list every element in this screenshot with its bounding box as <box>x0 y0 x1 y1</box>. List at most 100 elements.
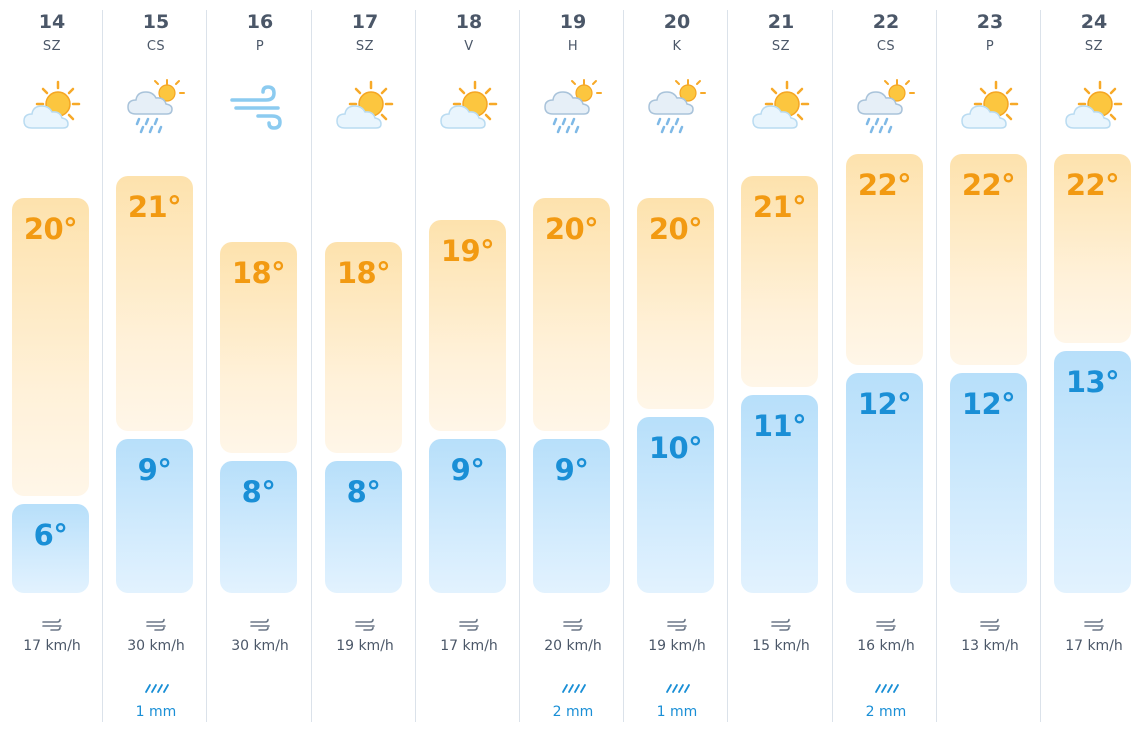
rain-showers-icon <box>645 76 709 136</box>
day-of-week: SZ <box>42 39 62 54</box>
day-date: 20 <box>663 11 691 33</box>
low-temp-bar: 9° <box>116 438 193 593</box>
wind-speed: 19 km/h <box>648 638 706 654</box>
wind-icon <box>666 618 688 632</box>
low-temp: 13° <box>1065 365 1120 400</box>
forecast-day-15[interactable]: 15 CS 21° 9° 30 km/h 1 mm <box>104 0 208 734</box>
high-temp-bar: 21° <box>741 175 818 387</box>
high-temp-bar: 18° <box>220 241 297 453</box>
low-temp-bar: 11° <box>741 394 818 593</box>
rain-showers-icon <box>541 76 605 136</box>
low-temp: 9° <box>450 452 485 487</box>
partly-cloudy-icon <box>437 76 501 136</box>
low-temp: 9° <box>137 452 172 487</box>
high-temp: 22° <box>857 168 912 202</box>
precipitation: 1 mm <box>656 704 698 720</box>
low-temp: 6° <box>33 518 68 553</box>
wind-icon <box>770 618 792 632</box>
partly-cloudy-icon <box>958 76 1022 136</box>
high-temp-bar: 19° <box>429 219 506 431</box>
forecast-day-20[interactable]: 20 K 20° 10° 19 km/h 1 mm <box>625 0 729 734</box>
low-temp: 10° <box>648 430 703 465</box>
forecast-day-18[interactable]: 18 V 19° 9° 17 km/h <box>417 0 521 734</box>
column-divider <box>936 10 937 722</box>
wind-speed: 17 km/h <box>23 638 81 654</box>
wind-speed: 17 km/h <box>440 638 498 654</box>
forecast-day-22[interactable]: 22 CS 22° 12° 16 km/h 2 mm <box>834 0 938 734</box>
high-temp: 21° <box>752 189 807 224</box>
partly-cloudy-icon <box>1062 76 1126 136</box>
day-of-week: SZ <box>771 39 791 54</box>
high-temp-bar: 22° <box>950 154 1027 365</box>
high-temp-bar: 18° <box>325 241 402 453</box>
high-temp-bar: 20° <box>533 197 610 431</box>
day-date: 16 <box>246 11 274 33</box>
partly-cloudy-icon <box>20 76 84 136</box>
wind-icon <box>354 618 376 632</box>
precipitation: 1 mm <box>135 704 177 720</box>
wind-speed: 30 km/h <box>231 638 289 654</box>
forecast-day-24[interactable]: 24 SZ 22° 13° 17 km/h <box>1042 0 1144 734</box>
day-date: 14 <box>38 11 66 33</box>
forecast-day-14[interactable]: 14 SZ 20° 6° 17 km/h <box>0 0 104 734</box>
day-date: 21 <box>767 11 795 33</box>
low-temp-bar: 13° <box>1054 351 1131 593</box>
partly-cloudy-icon <box>333 76 397 136</box>
high-temp: 21° <box>127 189 182 224</box>
high-temp: 18° <box>231 255 286 290</box>
rain-icon <box>143 682 169 694</box>
rain-showers-icon <box>854 76 918 136</box>
forecast-day-23[interactable]: 23 P 22° 12° 13 km/h <box>938 0 1042 734</box>
wind-speed: 16 km/h <box>857 638 915 654</box>
forecast-day-17[interactable]: 17 SZ 18° 8° 19 km/h <box>313 0 417 734</box>
partly-cloudy-icon <box>749 76 813 136</box>
wind-icon <box>979 618 1001 632</box>
low-temp-bar: 10° <box>637 416 714 593</box>
low-temp-bar: 9° <box>533 438 610 593</box>
forecast-day-19[interactable]: 19 H 20° 9° 20 km/h 2 mm <box>521 0 625 734</box>
forecast-day-21[interactable]: 21 SZ 21° 11° 15 km/h <box>729 0 833 734</box>
low-temp-bar: 9° <box>429 438 506 593</box>
day-date: 23 <box>976 11 1004 33</box>
day-of-week: CS <box>876 39 896 54</box>
high-temp-bar: 21° <box>116 175 193 431</box>
day-of-week: SZ <box>1084 39 1104 54</box>
forecast-day-16[interactable]: 16 P 18° 8° 30 km/h <box>208 0 312 734</box>
column-divider <box>102 10 103 722</box>
column-divider <box>832 10 833 722</box>
wind-icon <box>875 618 897 632</box>
day-of-week: P <box>985 39 995 54</box>
wind-icon <box>41 618 63 632</box>
low-temp-bar: 6° <box>12 504 89 593</box>
wind-speed: 13 km/h <box>961 638 1019 654</box>
high-temp: 22° <box>961 168 1016 202</box>
rain-icon <box>560 682 586 694</box>
precipitation: 2 mm <box>865 704 907 720</box>
low-temp: 11° <box>752 408 807 443</box>
high-temp: 20° <box>544 211 599 246</box>
high-temp-bar: 20° <box>12 197 89 497</box>
low-temp: 12° <box>857 387 912 421</box>
rain-showers-icon <box>124 76 188 136</box>
column-divider <box>727 10 728 722</box>
column-divider <box>415 10 416 722</box>
day-of-week: P <box>255 39 265 54</box>
rain-icon <box>664 682 690 694</box>
day-of-week: H <box>567 39 579 54</box>
column-divider <box>1040 10 1041 722</box>
high-temp: 22° <box>1065 168 1120 202</box>
low-temp: 9° <box>554 452 589 487</box>
high-temp: 18° <box>336 255 391 290</box>
high-temp-bar: 20° <box>637 197 714 409</box>
high-temp-bar: 22° <box>1054 154 1131 344</box>
day-of-week: V <box>464 39 474 54</box>
day-of-week: SZ <box>355 39 375 54</box>
wind-icon <box>1083 618 1105 632</box>
day-of-week: K <box>672 39 682 54</box>
high-temp: 20° <box>23 211 78 246</box>
high-temp: 19° <box>440 233 495 268</box>
low-temp-bar: 12° <box>950 373 1027 593</box>
day-date: 17 <box>351 11 379 33</box>
day-date: 24 <box>1080 11 1108 33</box>
